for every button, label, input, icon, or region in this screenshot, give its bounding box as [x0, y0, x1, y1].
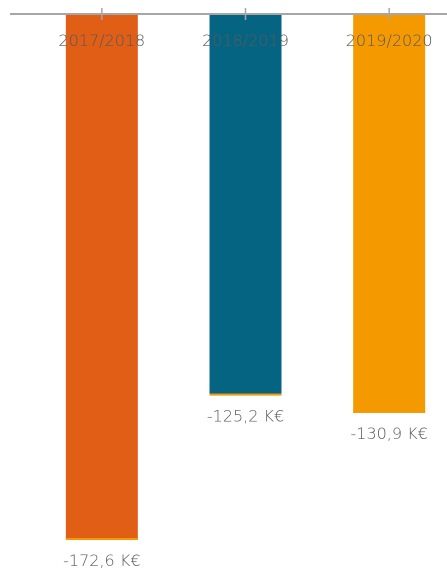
data-label: -125,2 K€: [207, 407, 284, 426]
data-label: -130,9 K€: [350, 424, 427, 443]
data-label: -172,6 K€: [63, 551, 140, 570]
category-labels: 2017/2018 2018/2019 2019/2020: [58, 31, 432, 50]
bar-2019/2020: [353, 14, 425, 413]
category-label: 2017/2018: [58, 31, 145, 50]
category-label: 2019/2020: [346, 31, 433, 50]
bar-2017/2018: [66, 14, 138, 540]
bars-layer: [66, 14, 425, 540]
bar-2018/2019: [210, 14, 282, 396]
category-label: 2018/2019: [202, 31, 289, 50]
